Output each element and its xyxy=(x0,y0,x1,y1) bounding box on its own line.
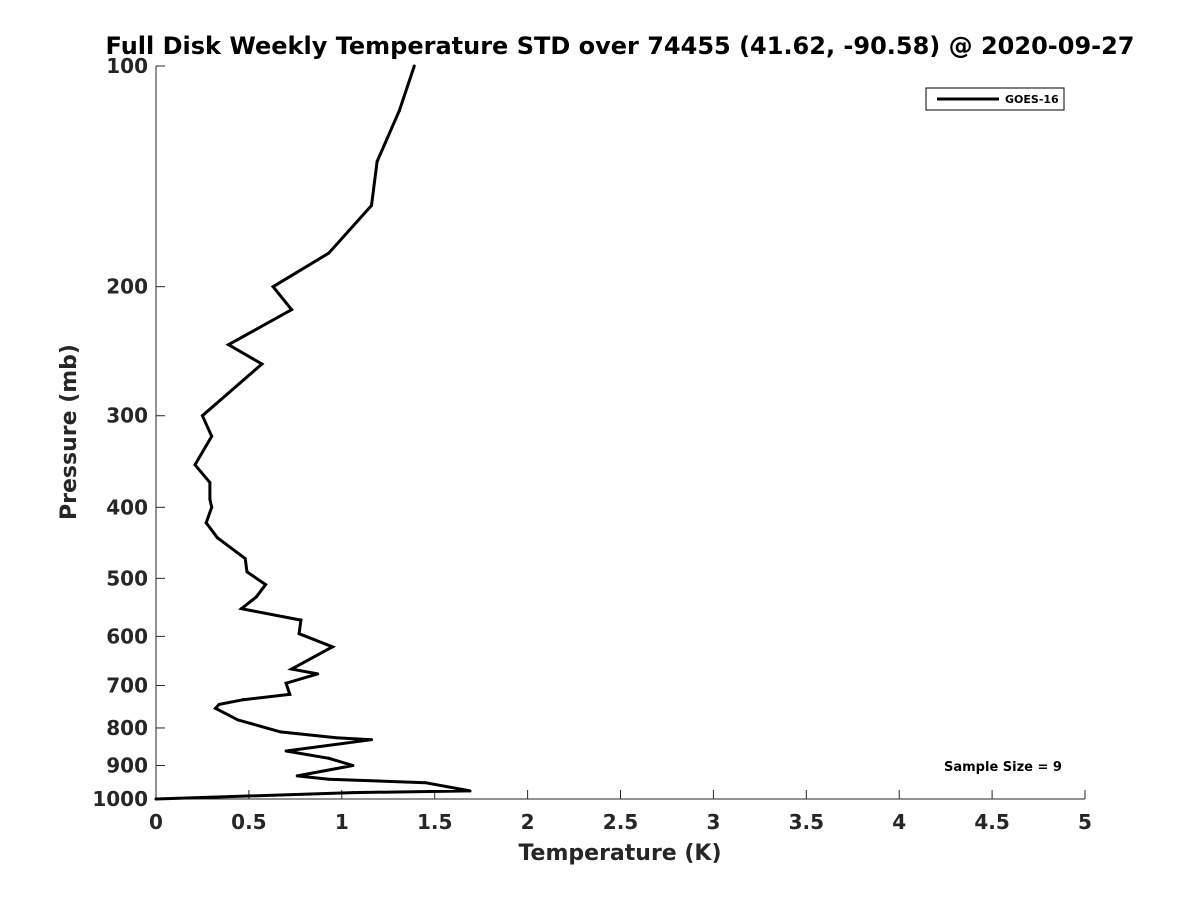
data-point xyxy=(288,692,292,696)
data-point xyxy=(397,108,401,112)
data-point xyxy=(284,749,288,753)
y-tick-label: 100 xyxy=(106,54,148,78)
data-point xyxy=(243,557,247,561)
data-point xyxy=(327,777,331,781)
data-point xyxy=(154,797,158,801)
x-ticks: 0 0.5 1 1.5 2 2.5 3 3.5 4 4.5 5 xyxy=(149,790,1092,834)
y-tick-label: 700 xyxy=(106,673,148,697)
data-point xyxy=(264,583,268,587)
data-point xyxy=(213,706,217,710)
data-point xyxy=(226,343,230,347)
series-line-goes-16 xyxy=(155,65,471,801)
data-point xyxy=(278,730,282,734)
data-point xyxy=(412,64,416,68)
data-point xyxy=(254,595,258,599)
y-tick-label: 800 xyxy=(106,716,148,740)
x-axis-label: Temperature (K) xyxy=(518,841,721,866)
x-tick-label: 3.5 xyxy=(789,810,824,834)
data-point xyxy=(210,505,214,509)
data-point xyxy=(331,645,335,649)
data-point xyxy=(204,521,208,525)
x-tick-label: 2.5 xyxy=(603,810,638,834)
data-point xyxy=(351,791,355,795)
y-tick-label: 400 xyxy=(106,495,148,519)
y-tick-label: 1000 xyxy=(92,787,148,811)
x-tick-label: 4.5 xyxy=(974,810,1009,834)
data-point xyxy=(370,738,374,742)
data-point xyxy=(375,160,379,164)
y-tick-label: 500 xyxy=(106,566,148,590)
x-tick-label: 0.5 xyxy=(231,810,266,834)
legend-label-goes-16: GOES-16 xyxy=(1005,93,1059,106)
data-point xyxy=(236,718,240,722)
data-point xyxy=(217,702,221,706)
data-point xyxy=(208,497,212,501)
data-point xyxy=(370,204,374,208)
x-tick-label: 2 xyxy=(521,810,535,834)
series-layer xyxy=(154,64,472,801)
y-tick-label: 200 xyxy=(106,275,148,299)
plot-area: 0 0.5 1 1.5 2 2.5 3 3.5 4 4.5 5 100 200 300 400 500 600… xyxy=(92,54,1092,834)
data-point xyxy=(239,607,243,611)
data-point xyxy=(295,774,299,778)
data-point xyxy=(208,480,212,484)
data-point xyxy=(468,789,472,793)
y-axis-label: Pressure (mb) xyxy=(57,344,82,520)
data-point xyxy=(297,632,301,636)
x-tick-label: 1.5 xyxy=(417,810,452,834)
data-point xyxy=(210,434,214,438)
y-tick-label: 600 xyxy=(106,624,148,648)
data-point xyxy=(334,736,338,740)
data-point xyxy=(327,251,331,255)
legend: GOES-16 xyxy=(925,87,1065,111)
data-point xyxy=(290,667,294,671)
data-point xyxy=(200,414,204,418)
data-point xyxy=(241,698,245,702)
data-point xyxy=(290,308,294,312)
data-point xyxy=(299,618,303,622)
y-tick-label: 300 xyxy=(106,404,148,428)
data-point xyxy=(327,756,331,760)
data-point xyxy=(271,285,275,289)
x-tick-label: 4 xyxy=(892,810,906,834)
data-point xyxy=(284,681,288,685)
x-tick-label: 5 xyxy=(1078,810,1092,834)
y-tick-label: 900 xyxy=(106,753,148,777)
x-tick-label: 3 xyxy=(706,810,720,834)
x-tick-label: 0 xyxy=(149,810,163,834)
y-ticks: 100 200 300 400 500 600 700 800 900 1000 xyxy=(92,54,165,811)
data-point xyxy=(215,536,219,540)
data-point xyxy=(351,763,355,767)
sample-size-annotation: Sample Size = 9 xyxy=(944,760,1062,775)
data-point xyxy=(245,570,249,574)
data-point xyxy=(193,463,197,467)
chart-title: Full Disk Weekly Temperature STD over 74… xyxy=(106,32,1135,60)
data-point xyxy=(316,672,320,676)
data-point xyxy=(260,362,264,366)
x-tick-label: 1 xyxy=(335,810,349,834)
data-point xyxy=(423,781,427,785)
